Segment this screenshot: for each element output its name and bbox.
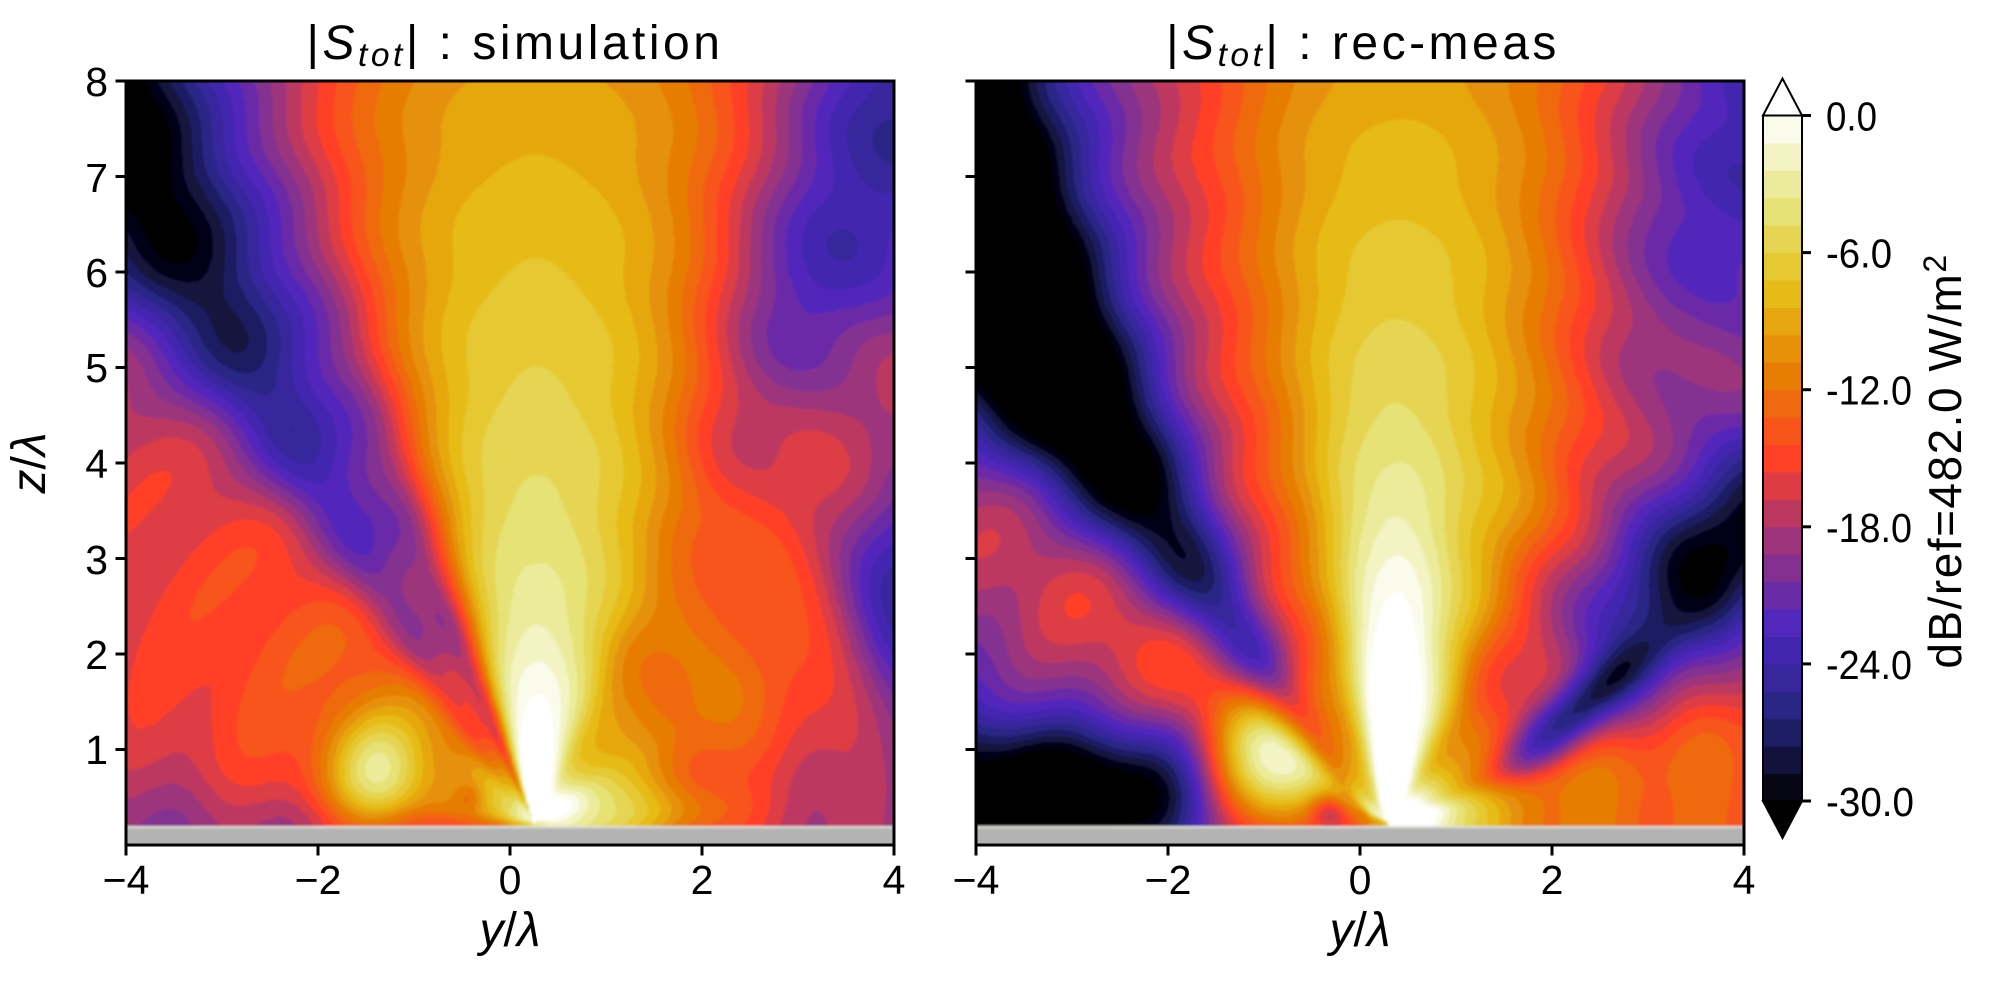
svg-text:4: 4	[85, 441, 108, 487]
svg-text:4: 4	[1733, 857, 1756, 903]
svg-text:5: 5	[85, 345, 108, 391]
svg-text:−4: −4	[103, 857, 150, 903]
svg-text:7: 7	[85, 155, 108, 201]
svg-text:y/λ: y/λ	[1327, 904, 1391, 957]
svg-text:-6.0: -6.0	[1826, 231, 1892, 277]
svg-text:2: 2	[1541, 857, 1564, 903]
svg-text:-24.0: -24.0	[1826, 642, 1912, 688]
svg-text:2: 2	[85, 632, 108, 678]
svg-text:0.0: 0.0	[1826, 94, 1877, 140]
svg-text:−2: −2	[295, 857, 342, 903]
svg-text:3: 3	[85, 537, 108, 583]
svg-text:|Stot| : rec-meas: |Stot| : rec-meas	[1166, 17, 1560, 74]
svg-text:y/λ: y/λ	[477, 904, 541, 957]
svg-text:-12.0: -12.0	[1826, 368, 1912, 414]
svg-text:6: 6	[85, 250, 108, 296]
svg-text:0: 0	[499, 857, 522, 903]
svg-text:0: 0	[1349, 857, 1372, 903]
svg-text:z/λ: z/λ	[3, 433, 56, 495]
svg-text:dB/ref=482.0 W/m2: dB/ref=482.0 W/m2	[1917, 253, 1971, 668]
svg-text:2: 2	[691, 857, 714, 903]
svg-text:4: 4	[883, 857, 906, 903]
svg-text:1: 1	[85, 727, 108, 773]
svg-text:−4: −4	[953, 857, 1000, 903]
svg-text:-30.0: -30.0	[1826, 779, 1914, 825]
svg-text:−2: −2	[1145, 857, 1192, 903]
svg-text:8: 8	[85, 59, 108, 105]
svg-text:-18.0: -18.0	[1826, 505, 1912, 551]
